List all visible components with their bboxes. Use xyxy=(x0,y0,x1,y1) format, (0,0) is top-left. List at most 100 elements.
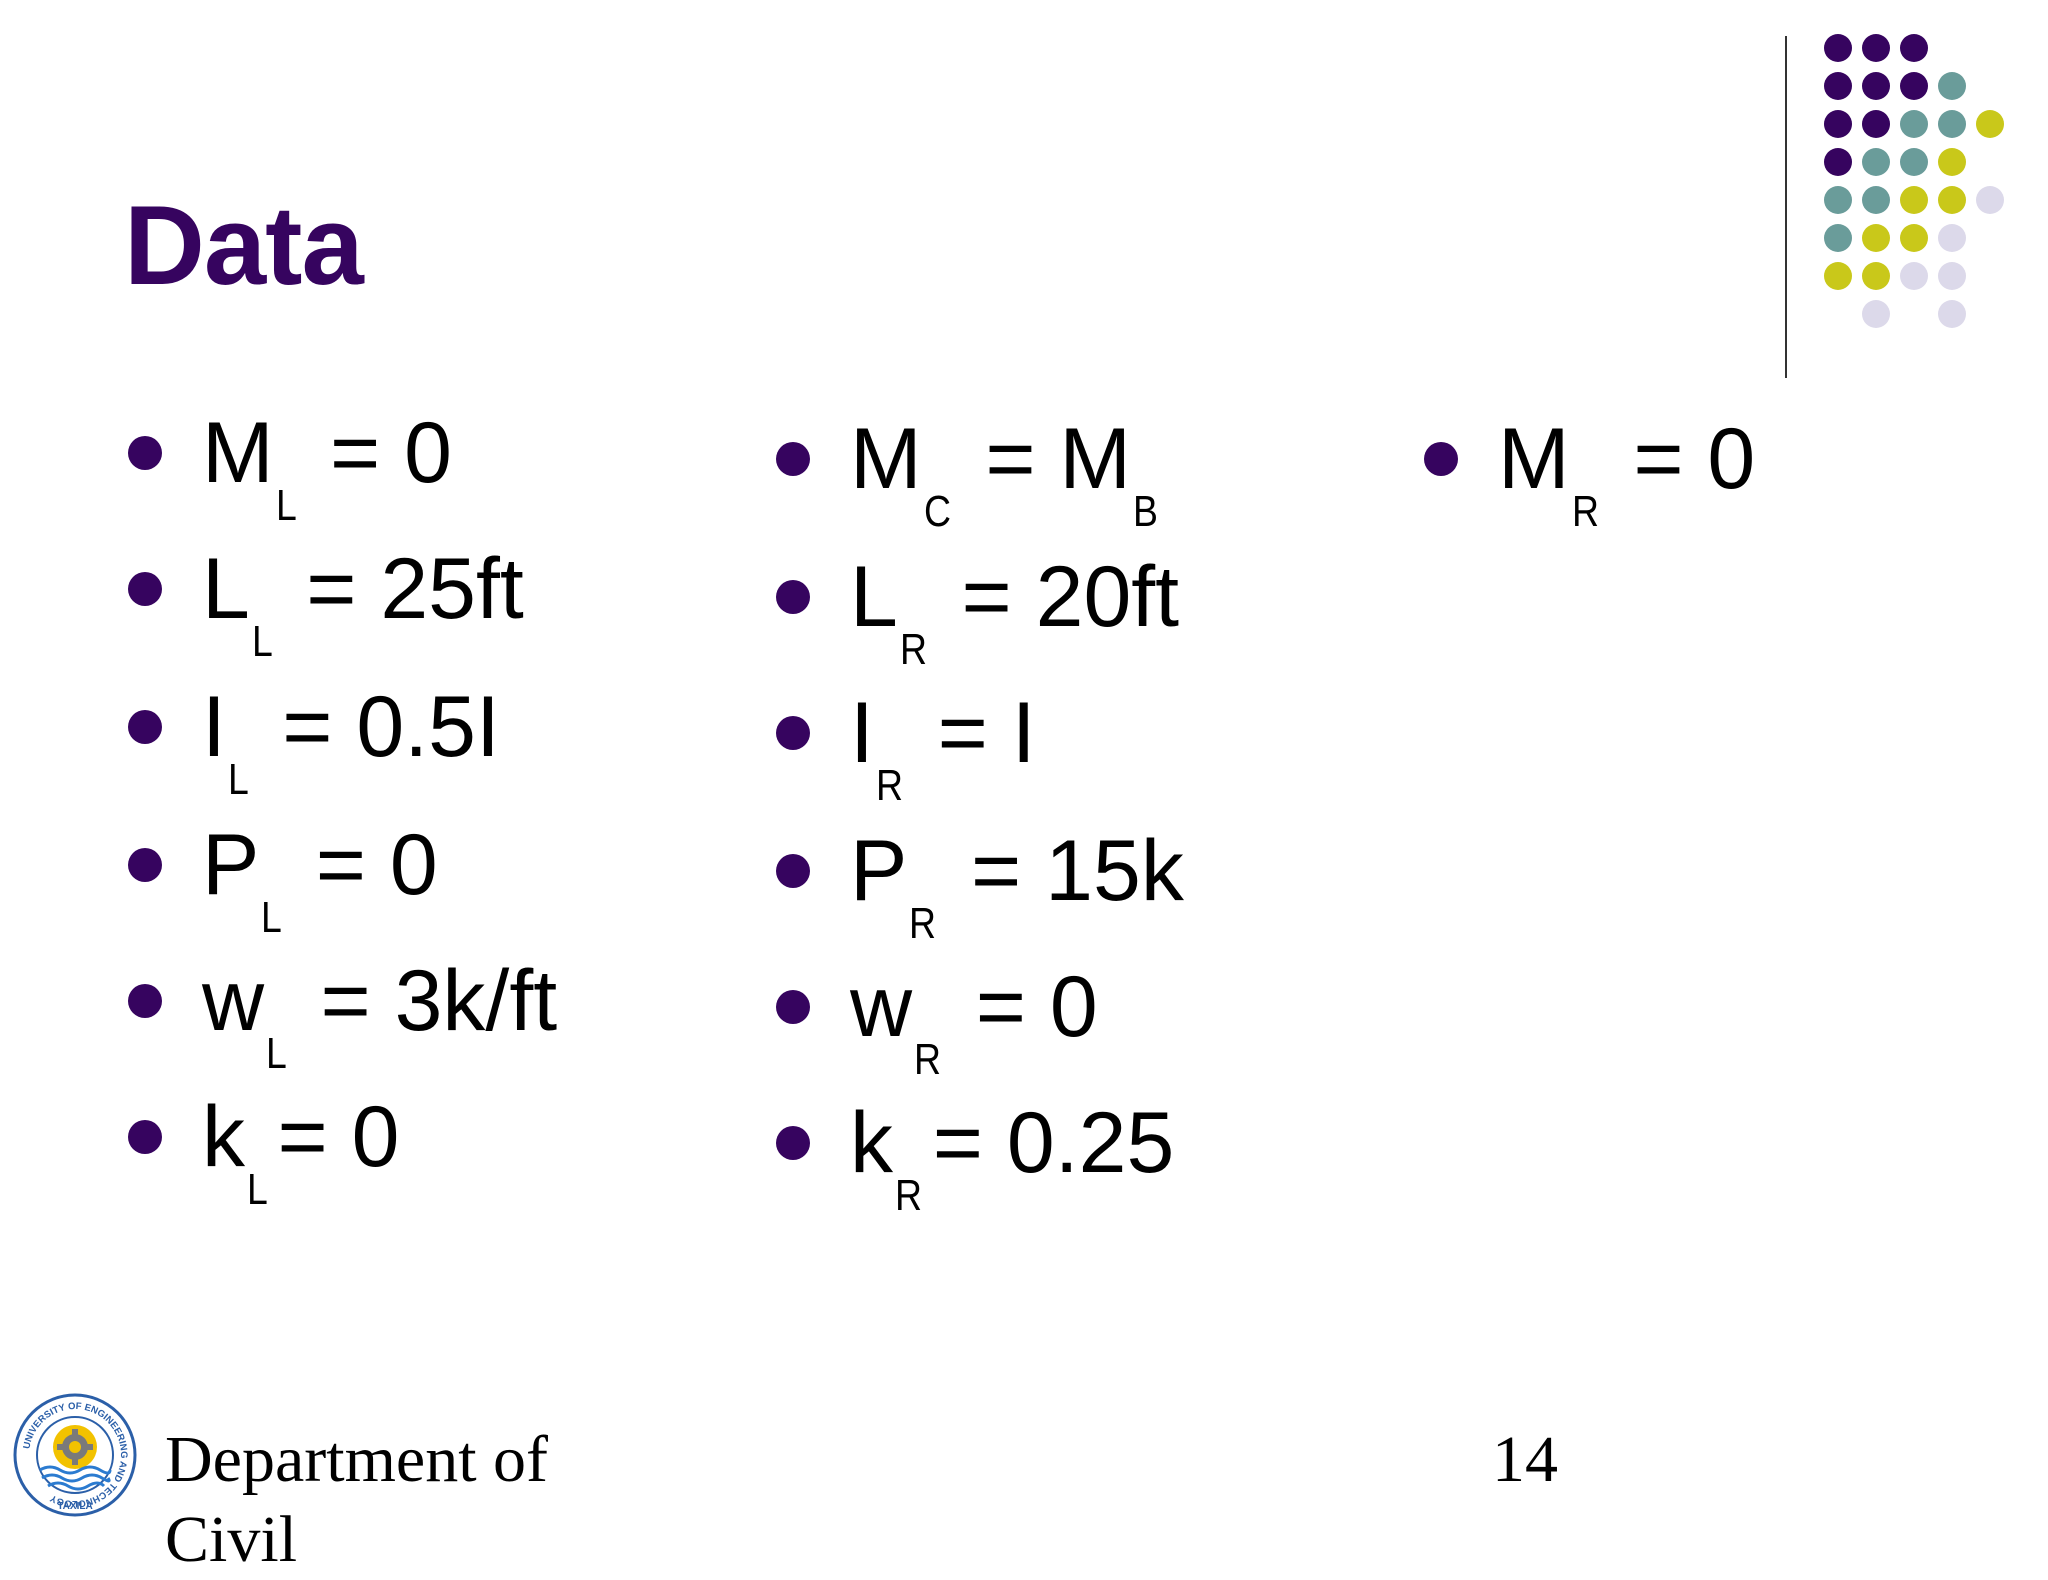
footer-department: Department of Civil xyxy=(165,1423,549,1576)
subscript: R xyxy=(875,761,903,810)
symbol: I xyxy=(850,685,874,781)
equation: PL = 0 xyxy=(202,822,438,940)
bullet-icon xyxy=(128,1120,162,1154)
decorative-dot xyxy=(1862,224,1890,252)
decorative-dot xyxy=(1824,186,1852,214)
decorative-dot xyxy=(1862,148,1890,176)
subscript: R xyxy=(909,899,937,948)
equation-value: = 3k/ft xyxy=(296,953,558,1049)
decorative-dot xyxy=(1900,72,1928,100)
equation-value: = 0.5I xyxy=(258,679,500,775)
decorative-dot xyxy=(1900,148,1928,176)
seal-city-text: TAXILA xyxy=(57,1501,92,1512)
equation-value: = 0 xyxy=(951,959,1098,1055)
equation: LR = 20ft xyxy=(850,554,1179,672)
equation: wL = 3k/ft xyxy=(202,958,557,1076)
equation: kL= 0 xyxy=(202,1094,399,1212)
equation-value: = 0 xyxy=(277,1089,400,1185)
equation-value: = 20ft xyxy=(937,549,1180,645)
equation: kR= 0.25 xyxy=(850,1100,1174,1218)
bullet-icon xyxy=(776,580,810,614)
bullet-icon xyxy=(1424,442,1458,476)
subscript: B xyxy=(1133,487,1159,536)
decorative-dot xyxy=(1862,72,1890,100)
decorative-dot xyxy=(1824,72,1852,100)
equation: MC = MB xyxy=(850,416,1168,534)
symbol: L xyxy=(202,541,250,637)
equation: IL = 0.5I xyxy=(202,684,500,802)
bullet-icon xyxy=(128,710,162,744)
bullet-icon xyxy=(128,572,162,606)
decorative-dot xyxy=(1938,72,1966,100)
bullet-icon xyxy=(128,436,162,470)
equation: ML = 0 xyxy=(202,410,452,528)
decorative-dot xyxy=(1900,224,1928,252)
symbol: k xyxy=(850,1095,893,1191)
subscript: L xyxy=(251,617,273,666)
decorative-dot xyxy=(1976,110,2004,138)
decorative-dot xyxy=(1824,262,1852,290)
decorative-dot xyxy=(1938,262,1966,290)
bullet-icon xyxy=(776,442,810,476)
subscript: R xyxy=(914,1035,942,1084)
equation: wR = 0 xyxy=(850,964,1098,1082)
symbol: k xyxy=(202,1089,245,1185)
subscript: L xyxy=(227,755,249,804)
equation-value: = 0.25 xyxy=(932,1095,1175,1191)
equation: MR = 0 xyxy=(1498,416,1755,534)
symbol: P xyxy=(850,823,908,919)
decorative-dot xyxy=(1862,110,1890,138)
symbol: M xyxy=(850,411,922,507)
decorative-dot xyxy=(1938,224,1966,252)
decorative-dot xyxy=(1862,300,1890,328)
equation: LL = 25ft xyxy=(202,546,524,664)
bullet-icon xyxy=(776,990,810,1024)
decorative-dot xyxy=(1976,186,2004,214)
subscript: L xyxy=(261,893,283,942)
decorative-dot xyxy=(1824,148,1852,176)
divider-line xyxy=(1785,36,1787,378)
subscript: C xyxy=(923,487,951,536)
bullet-icon xyxy=(776,1126,810,1160)
subscript: R xyxy=(895,1171,923,1220)
decorative-dot xyxy=(1938,148,1966,176)
subscript: L xyxy=(275,481,297,530)
symbol: w xyxy=(850,959,913,1055)
equation-value: = 25ft xyxy=(282,541,524,637)
equation-value: = 15k xyxy=(947,823,1184,919)
symbol: P xyxy=(202,817,260,913)
equation-value: = 0 xyxy=(291,817,438,913)
subscript: R xyxy=(1571,487,1599,536)
decorative-dot xyxy=(1900,110,1928,138)
decorative-dot xyxy=(1824,224,1852,252)
equation-value: = M xyxy=(961,411,1132,507)
decorative-dot xyxy=(1862,262,1890,290)
decorative-dot xyxy=(1938,186,1966,214)
decorative-dot xyxy=(1900,262,1928,290)
symbol: I xyxy=(202,679,226,775)
symbol: M xyxy=(1498,411,1570,507)
slide-title: Data xyxy=(124,183,364,308)
bullet-icon xyxy=(776,854,810,888)
decorative-dot xyxy=(1862,34,1890,62)
equation: IR = I xyxy=(850,690,1036,808)
bullet-icon xyxy=(128,848,162,882)
bullet-icon xyxy=(776,716,810,750)
university-seal-icon: UNIVERSITY OF ENGINEERING AND TECHNOLOGY… xyxy=(13,1393,137,1517)
slide: Data ML = 0 LL = 25ft IL = 0.5I PL = 0 xyxy=(13,34,2004,1576)
decorative-dot xyxy=(1862,186,1890,214)
decorative-dot xyxy=(1938,300,1966,328)
decorative-dot xyxy=(1824,34,1852,62)
bullet-icon xyxy=(128,984,162,1018)
equation-value: = 0 xyxy=(306,405,452,501)
subscript: L xyxy=(247,1165,268,1214)
decorative-dot xyxy=(1900,34,1928,62)
page-number: 14 xyxy=(1492,1423,1558,1496)
subscript: R xyxy=(899,625,927,674)
equation-value: = I xyxy=(913,685,1036,781)
equation: PR = 15k xyxy=(850,828,1184,946)
symbol: w xyxy=(202,953,265,1049)
symbol: L xyxy=(850,549,898,645)
decorative-dot xyxy=(1938,110,1966,138)
decorative-dot xyxy=(1824,110,1852,138)
